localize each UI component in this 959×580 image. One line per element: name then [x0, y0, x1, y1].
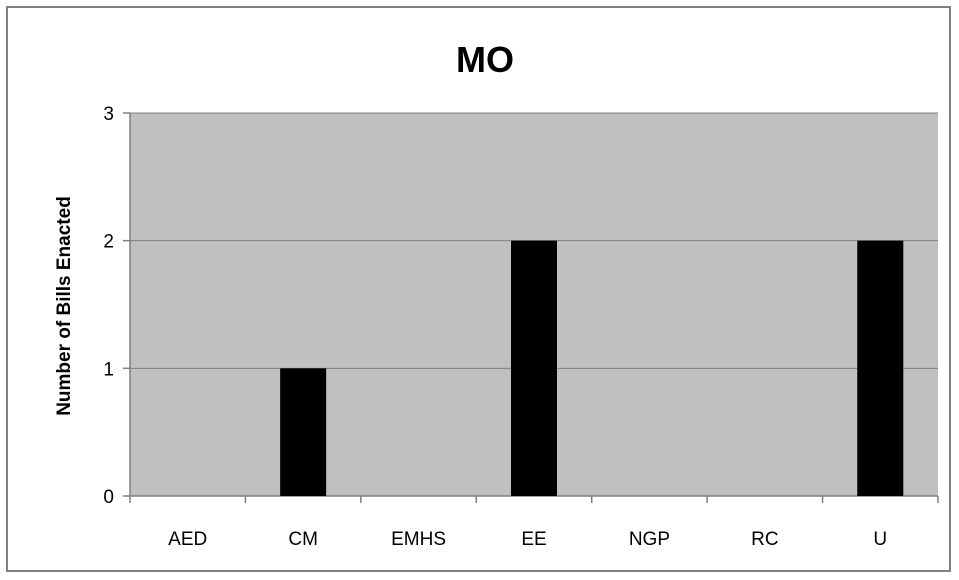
bar-cm [280, 368, 327, 496]
chart-title: MO [456, 39, 514, 80]
y-tick-label: 2 [103, 232, 114, 253]
x-tick-labels: AED CM EMHS EE NGP RC U [168, 529, 887, 550]
y-axis-label: Number of Bills Enacted [54, 196, 75, 416]
y-tick-label: 1 [103, 359, 114, 380]
x-tick-label: RC [751, 529, 778, 550]
bar-ee [511, 240, 557, 496]
y-tick-label: 0 [103, 487, 114, 508]
x-tick-label: EMHS [391, 529, 446, 550]
y-tick-labels: 0 1 2 3 [103, 104, 114, 508]
x-tick-label: CM [288, 529, 318, 550]
x-tick-label: EE [521, 529, 546, 550]
x-tick-label: NGP [629, 529, 670, 550]
x-tick-label: AED [168, 529, 207, 550]
bars [280, 240, 904, 496]
bar-u [857, 240, 904, 496]
y-tick-label: 3 [103, 104, 114, 125]
x-tick-label: U [873, 529, 887, 550]
